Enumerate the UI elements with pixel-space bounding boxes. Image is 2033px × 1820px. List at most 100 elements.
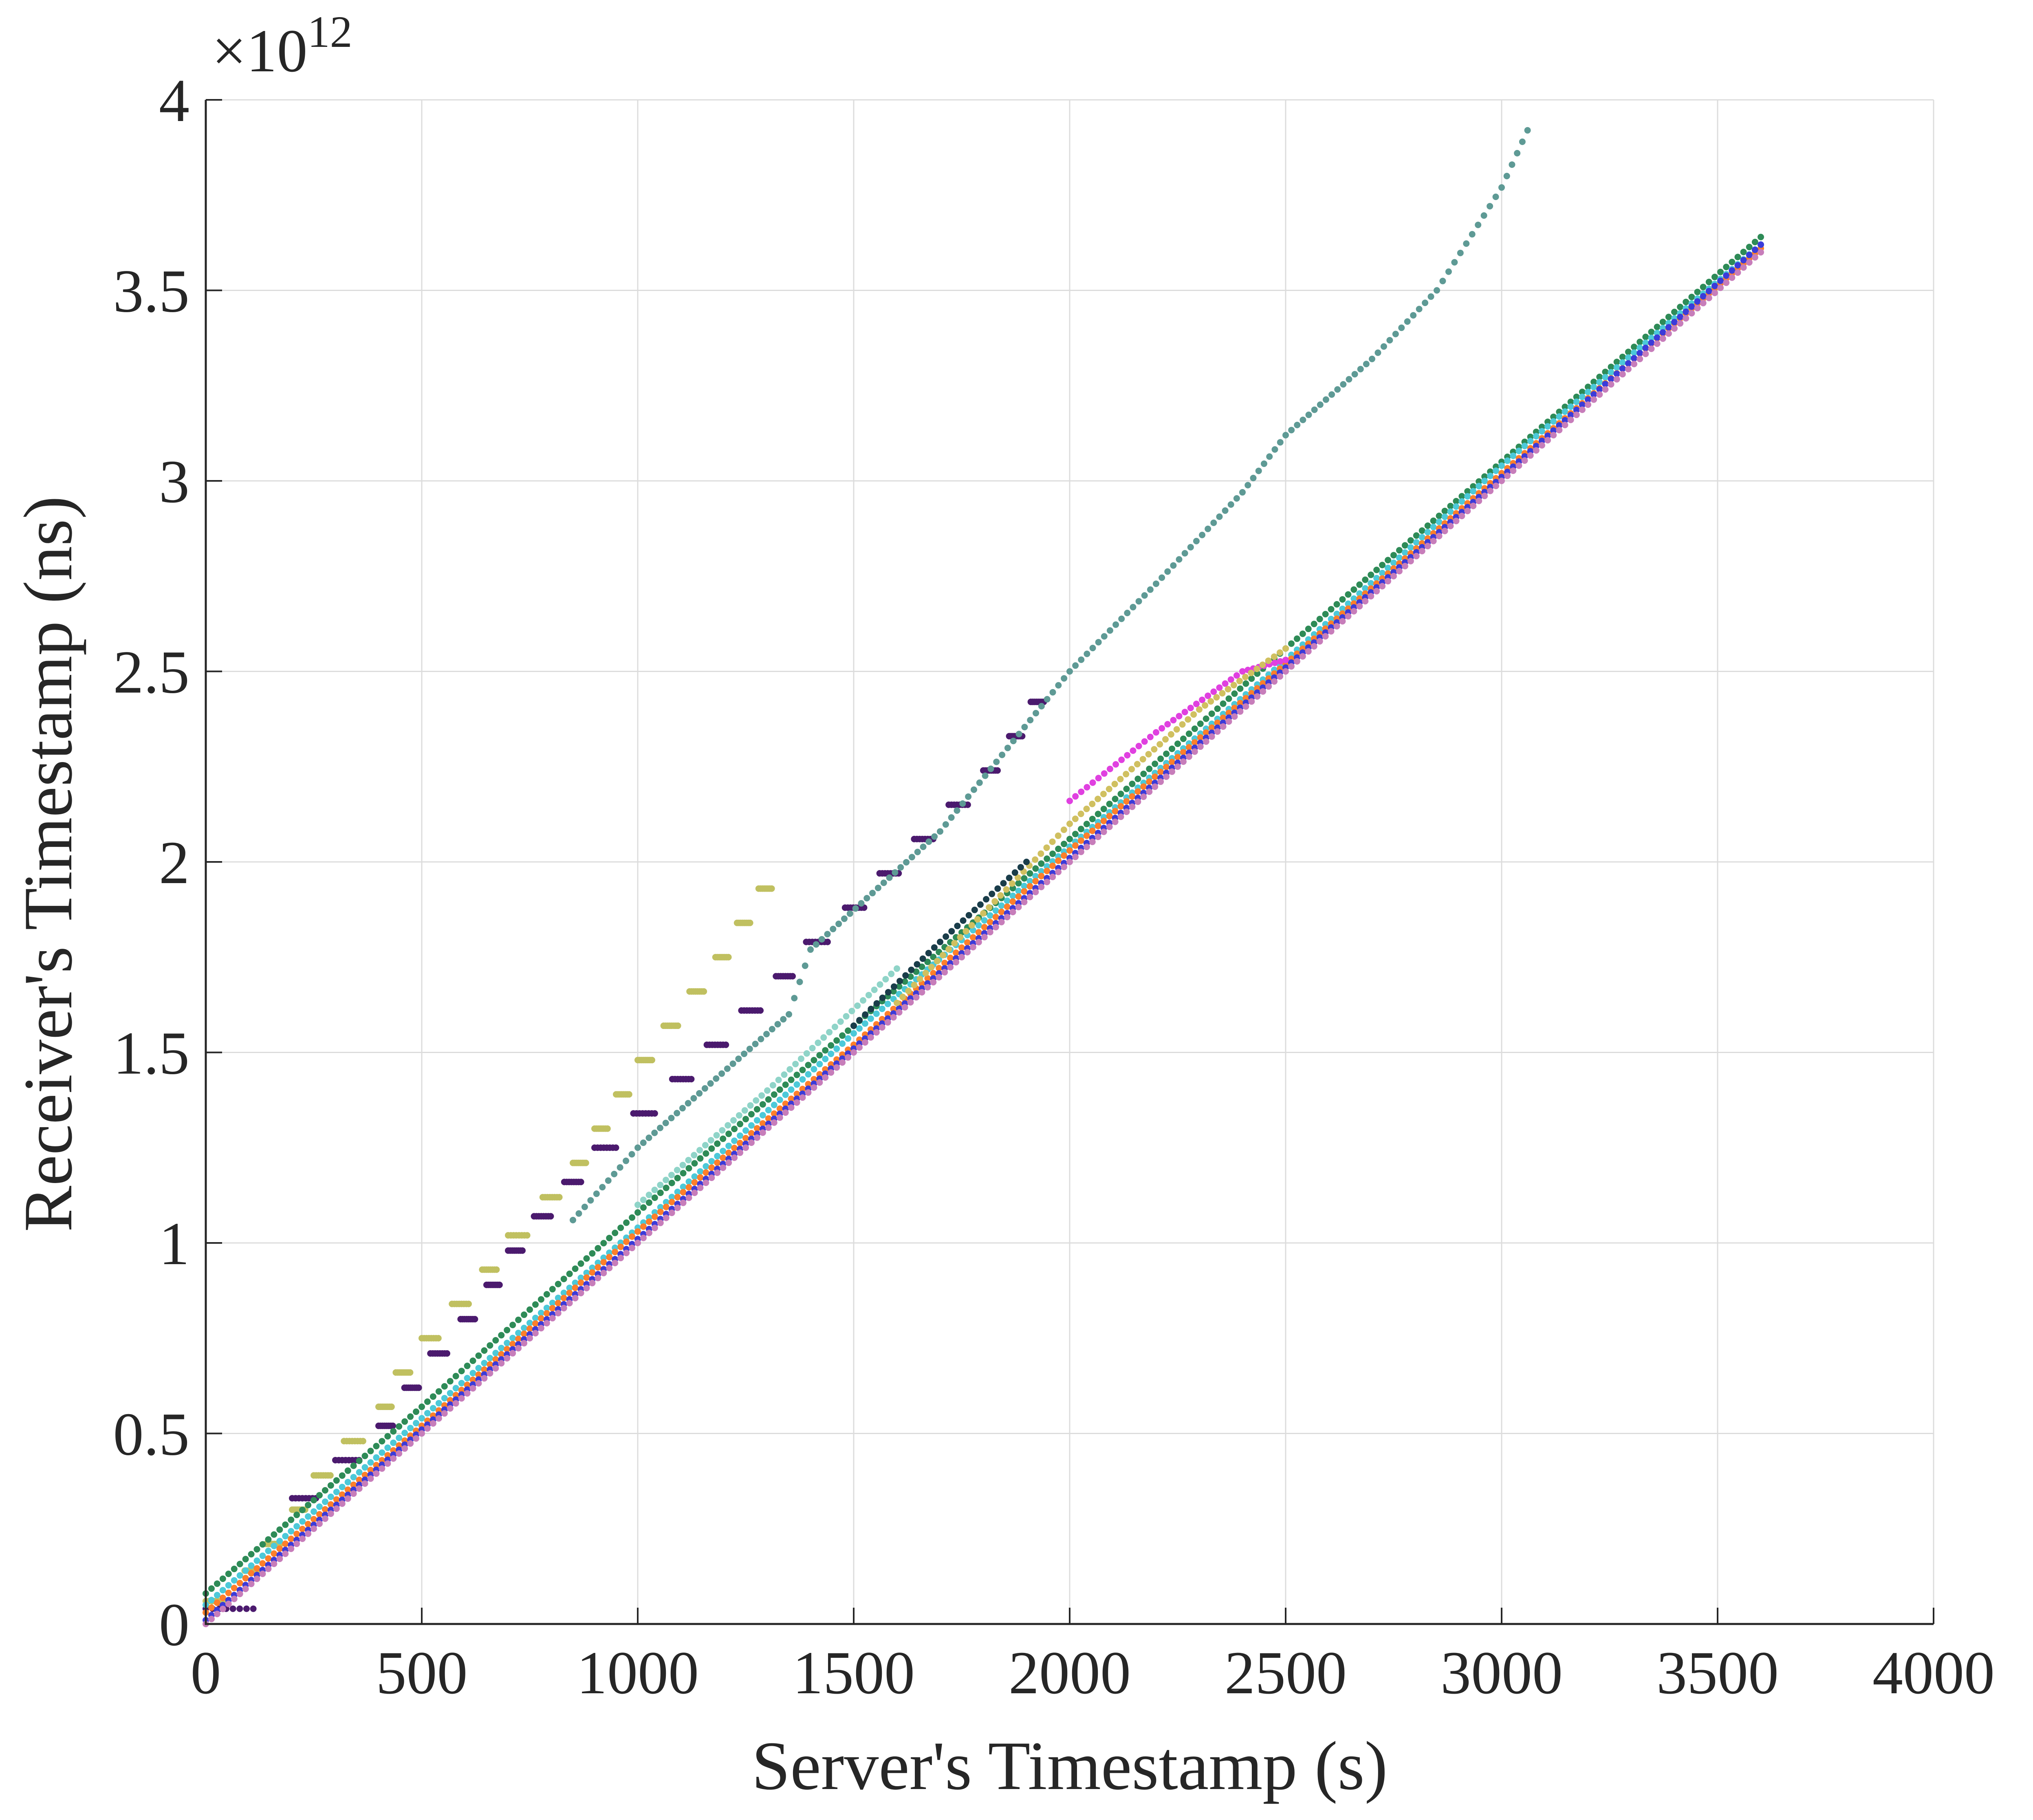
data-point bbox=[1205, 525, 1211, 532]
data-point bbox=[1095, 795, 1101, 802]
data-point bbox=[1705, 278, 1712, 285]
data-point bbox=[1140, 783, 1147, 790]
data-point bbox=[271, 1550, 278, 1557]
data-point bbox=[570, 1216, 576, 1223]
data-point bbox=[464, 1382, 471, 1388]
data-point bbox=[447, 1378, 454, 1385]
data-point bbox=[924, 984, 931, 991]
data-point bbox=[521, 1330, 528, 1337]
data-point bbox=[259, 1541, 266, 1548]
data-point bbox=[1299, 630, 1306, 637]
data-point bbox=[1139, 756, 1146, 762]
data-point bbox=[758, 1036, 764, 1042]
data-point bbox=[746, 1045, 753, 1052]
y-tick-label: 2 bbox=[159, 829, 189, 897]
data-point bbox=[577, 1260, 584, 1267]
data-point bbox=[532, 1301, 539, 1308]
data-point bbox=[892, 869, 899, 876]
data-point bbox=[388, 1404, 395, 1410]
data-point bbox=[396, 1450, 403, 1457]
data-point bbox=[799, 1086, 806, 1093]
data-point bbox=[868, 1005, 874, 1012]
data-point bbox=[1631, 344, 1638, 350]
data-point bbox=[1550, 418, 1557, 425]
data-point bbox=[937, 828, 943, 835]
data-point bbox=[879, 1024, 885, 1031]
data-point bbox=[367, 1459, 374, 1466]
data-point bbox=[1424, 522, 1431, 529]
data-point bbox=[1197, 743, 1204, 750]
data-point bbox=[1608, 369, 1615, 376]
data-point bbox=[1130, 747, 1137, 754]
data-point bbox=[799, 1094, 806, 1101]
data-point bbox=[1271, 659, 1278, 666]
data-point bbox=[1362, 585, 1369, 592]
data-point bbox=[1174, 754, 1181, 760]
data-point bbox=[236, 1572, 243, 1579]
data-point bbox=[1157, 756, 1164, 762]
data-point bbox=[1100, 828, 1107, 835]
data-point bbox=[1021, 899, 1028, 906]
data-point bbox=[714, 1169, 721, 1176]
data-point bbox=[879, 994, 886, 1001]
data-point bbox=[759, 1120, 766, 1127]
data-point bbox=[1642, 344, 1649, 351]
data-point bbox=[589, 1280, 596, 1287]
data-point bbox=[788, 1086, 795, 1093]
data-point bbox=[1311, 643, 1317, 650]
data-point bbox=[782, 1091, 789, 1098]
data-point bbox=[259, 1560, 266, 1567]
data-point bbox=[640, 1139, 647, 1146]
data-point bbox=[282, 1533, 289, 1540]
data-point bbox=[1106, 765, 1113, 772]
data-point bbox=[236, 1591, 243, 1597]
data-point bbox=[1556, 413, 1563, 420]
data-point bbox=[1350, 595, 1357, 602]
data-point bbox=[396, 1434, 403, 1441]
data-point bbox=[1004, 903, 1011, 910]
data-point bbox=[822, 1055, 829, 1062]
axis-frame bbox=[205, 100, 1934, 1625]
data-point bbox=[645, 1135, 652, 1141]
data-point bbox=[759, 1101, 766, 1108]
data-point bbox=[265, 1565, 272, 1572]
data-point bbox=[945, 946, 952, 953]
data-point bbox=[1717, 269, 1724, 275]
data-point bbox=[776, 1105, 783, 1112]
data-point bbox=[1216, 684, 1223, 691]
data-point bbox=[379, 1438, 385, 1445]
data-point bbox=[316, 1503, 323, 1510]
data-point bbox=[1392, 331, 1399, 337]
data-point bbox=[1032, 865, 1039, 872]
data-point bbox=[968, 922, 975, 929]
data-point bbox=[1237, 700, 1244, 707]
data-point bbox=[299, 1525, 306, 1532]
data-point bbox=[1163, 763, 1170, 770]
data-point bbox=[271, 1531, 278, 1538]
data-point bbox=[873, 1000, 880, 1007]
data-point bbox=[959, 800, 966, 807]
data-point bbox=[379, 1457, 385, 1464]
data-point bbox=[265, 1536, 272, 1543]
data-point bbox=[593, 1190, 600, 1197]
data-point bbox=[1021, 888, 1028, 895]
data-point bbox=[430, 1420, 436, 1427]
data-point bbox=[685, 1184, 692, 1191]
data-point bbox=[1095, 833, 1101, 840]
data-point bbox=[543, 1320, 550, 1326]
data-point bbox=[1470, 502, 1477, 509]
data-point bbox=[389, 1422, 396, 1429]
data-point bbox=[327, 1472, 334, 1479]
data-point bbox=[724, 1065, 731, 1072]
data-point bbox=[401, 1445, 408, 1452]
data-point bbox=[1322, 633, 1329, 640]
data-point bbox=[271, 1560, 278, 1567]
data-point bbox=[1055, 868, 1062, 875]
data-point bbox=[888, 970, 895, 977]
data-point bbox=[753, 1106, 760, 1113]
data-point bbox=[839, 1040, 846, 1047]
data-point bbox=[498, 1332, 505, 1339]
data-point bbox=[587, 1197, 594, 1204]
data-point bbox=[1220, 714, 1227, 721]
data-point bbox=[747, 919, 753, 926]
